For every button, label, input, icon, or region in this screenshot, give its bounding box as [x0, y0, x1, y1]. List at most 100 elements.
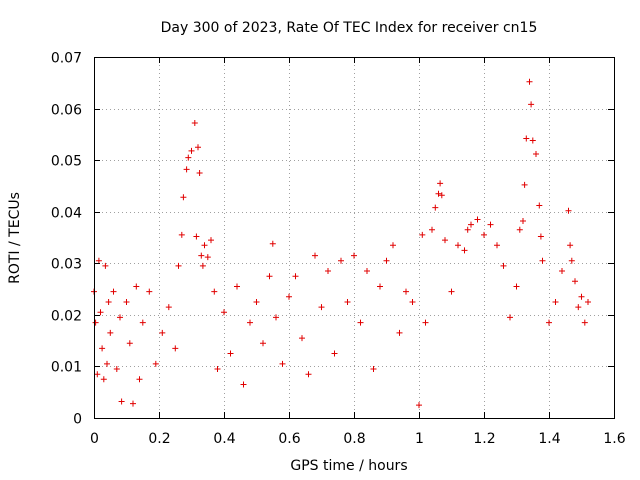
data-point	[185, 154, 192, 161]
data-point	[146, 288, 153, 295]
data-point	[95, 257, 102, 264]
data-point	[403, 288, 409, 295]
data-point	[94, 371, 101, 378]
data-point	[104, 360, 110, 367]
data-point	[199, 262, 206, 269]
data-point	[247, 319, 253, 326]
data-point	[269, 240, 276, 247]
data-point	[292, 273, 299, 280]
data-point	[559, 268, 565, 274]
data-point	[113, 366, 120, 372]
data-point	[195, 144, 201, 151]
data-point	[422, 319, 429, 326]
data-point	[567, 242, 574, 249]
data-point	[208, 237, 214, 244]
data-point	[221, 309, 227, 316]
data-point	[448, 288, 455, 295]
data-point	[234, 283, 240, 290]
data-point	[136, 376, 143, 383]
x-tick-label: 1.4	[538, 431, 560, 447]
data-point	[99, 345, 106, 352]
data-point	[227, 350, 234, 357]
data-point	[351, 252, 357, 259]
data-point	[537, 233, 544, 240]
data-point	[191, 120, 198, 126]
data-point	[196, 170, 203, 176]
data-point	[305, 371, 312, 378]
data-point	[286, 293, 292, 300]
y-tick-label: 0.04	[51, 206, 82, 222]
data-point	[183, 166, 190, 173]
data-point	[546, 319, 552, 326]
data-point	[279, 360, 286, 367]
data-point	[520, 218, 526, 224]
data-point	[419, 231, 426, 238]
data-point	[409, 299, 416, 305]
data-point	[214, 366, 221, 372]
data-point	[468, 221, 474, 228]
data-point	[528, 101, 535, 108]
data-point	[201, 242, 208, 249]
data-point	[432, 204, 439, 211]
data-point	[102, 262, 109, 269]
x-tick-label: 0.4	[213, 431, 235, 447]
data-point	[523, 135, 530, 142]
data-point	[266, 273, 273, 280]
data-point	[552, 299, 559, 305]
x-tick-label: 0.2	[148, 431, 170, 447]
data-point	[338, 257, 344, 264]
axis-ticks: 0 0.2 0.4 0.6 0.8 1 1.2 1.4 1.6 0 0.01 0.02 0.03 0.04…	[51, 51, 626, 448]
data-point	[364, 268, 370, 274]
grid	[94, 57, 614, 418]
data-point	[175, 262, 182, 269]
data-point	[152, 360, 159, 367]
data-point	[435, 190, 442, 197]
data-point	[107, 329, 114, 336]
y-tick-label: 0.01	[51, 360, 82, 376]
data-points	[91, 78, 591, 409]
data-point	[539, 257, 546, 264]
data-point	[260, 340, 266, 347]
data-point	[188, 147, 195, 154]
y-axis-title: ROTI / TECUs	[7, 192, 23, 284]
y-tick-label: 0.02	[51, 309, 82, 325]
data-point	[180, 194, 187, 201]
data-point	[110, 288, 117, 295]
data-point	[331, 350, 338, 357]
data-point	[516, 226, 523, 233]
data-point	[383, 257, 390, 264]
data-point	[193, 233, 200, 240]
y-tick-label: 0	[73, 412, 82, 428]
data-point	[139, 319, 146, 326]
y-tick-label: 0.06	[51, 103, 82, 119]
data-point	[130, 400, 136, 407]
data-point	[529, 137, 536, 144]
data-point	[396, 329, 403, 336]
y-tick-label: 0.05	[51, 154, 82, 170]
data-point	[357, 319, 364, 326]
data-point	[92, 319, 99, 326]
data-point	[494, 242, 500, 249]
data-point	[159, 329, 166, 336]
data-point	[118, 398, 125, 405]
data-point	[377, 283, 383, 290]
chart-title: Day 300 of 2023, Rate Of TEC Index for r…	[161, 20, 538, 36]
data-point	[461, 247, 468, 254]
data-point	[344, 299, 351, 305]
data-point	[318, 304, 325, 311]
data-point	[455, 242, 461, 249]
data-point	[133, 283, 140, 290]
data-point	[438, 192, 445, 199]
data-point	[500, 262, 507, 269]
data-point	[429, 226, 435, 233]
data-point	[204, 254, 211, 261]
data-point	[211, 288, 218, 295]
data-point	[581, 319, 588, 326]
x-axis-title: GPS time / hours	[290, 458, 407, 474]
data-point	[370, 366, 377, 372]
data-point	[100, 376, 107, 383]
data-point	[240, 381, 247, 388]
data-point	[533, 151, 539, 157]
data-point	[178, 231, 185, 238]
